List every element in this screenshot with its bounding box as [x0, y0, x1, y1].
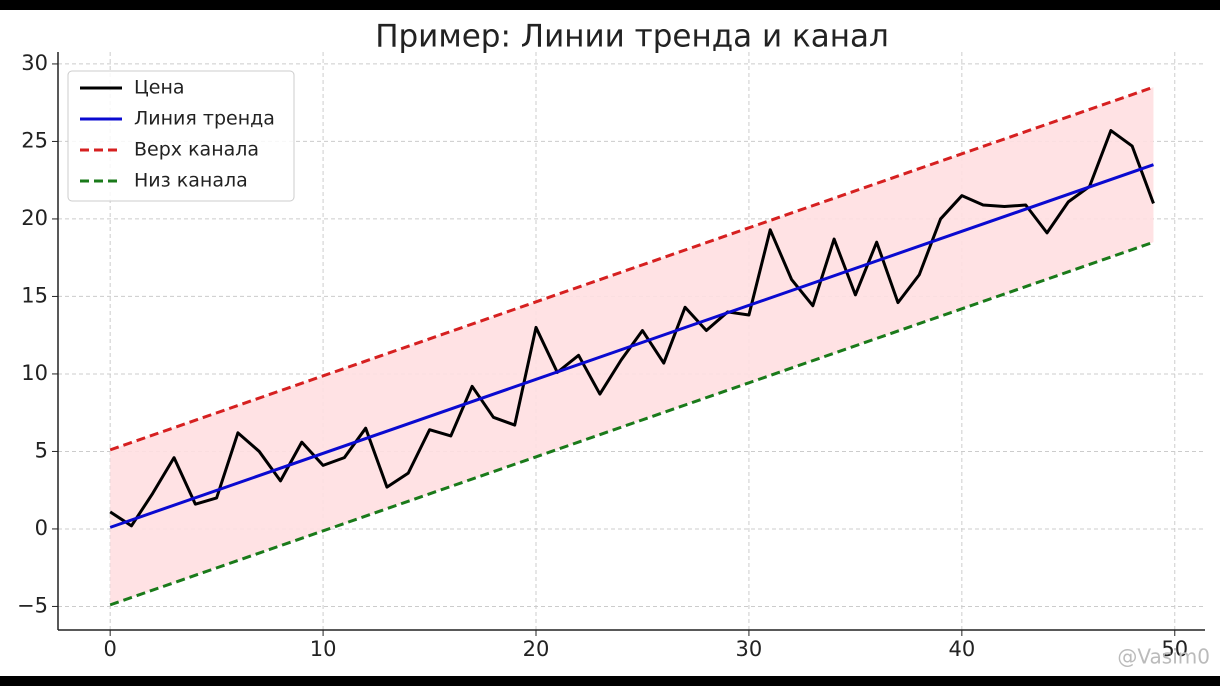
x-tick-label: 40	[948, 637, 975, 661]
legend-label: Цена	[134, 77, 185, 99]
legend-box	[67, 70, 295, 202]
legend: Цена Линия тренда Верх канала Низ канала	[67, 70, 295, 202]
series-line	[109, 163, 1154, 529]
legend-label: Верх канала	[134, 139, 259, 161]
y-tick-label: 25	[21, 128, 48, 152]
x-tick-label: 20	[523, 637, 550, 661]
x-tick-label: 50	[1161, 637, 1188, 661]
y-tick-label: 20	[21, 206, 48, 230]
bottom-bar	[0, 676, 1220, 686]
y-tick-label: 15	[21, 283, 48, 307]
y-tick-label: 5	[35, 438, 48, 462]
legend-label: Низ канала	[134, 170, 248, 192]
chart-title: Пример: Линии тренда и канал	[375, 19, 889, 55]
y-tick-label: 0	[35, 516, 48, 540]
x-tick-label: 10	[310, 637, 337, 661]
top-bar	[0, 0, 1220, 10]
y-tick-label: 30	[21, 51, 48, 75]
series-line	[109, 240, 1154, 607]
watermark: @Vasim0	[1117, 645, 1210, 669]
x-tick-label: 30	[736, 637, 763, 661]
y-tick-label: −5	[17, 593, 48, 617]
legend-label: Линия тренда	[134, 108, 275, 130]
x-tick-label: 0	[103, 637, 116, 661]
plot-area: −5 0 5 10 15 20 25 30 0 10 20 30 40 50 Цена Линия тренд…	[17, 51, 1205, 661]
y-tick-label: 10	[21, 361, 48, 385]
series-line	[109, 85, 1154, 452]
